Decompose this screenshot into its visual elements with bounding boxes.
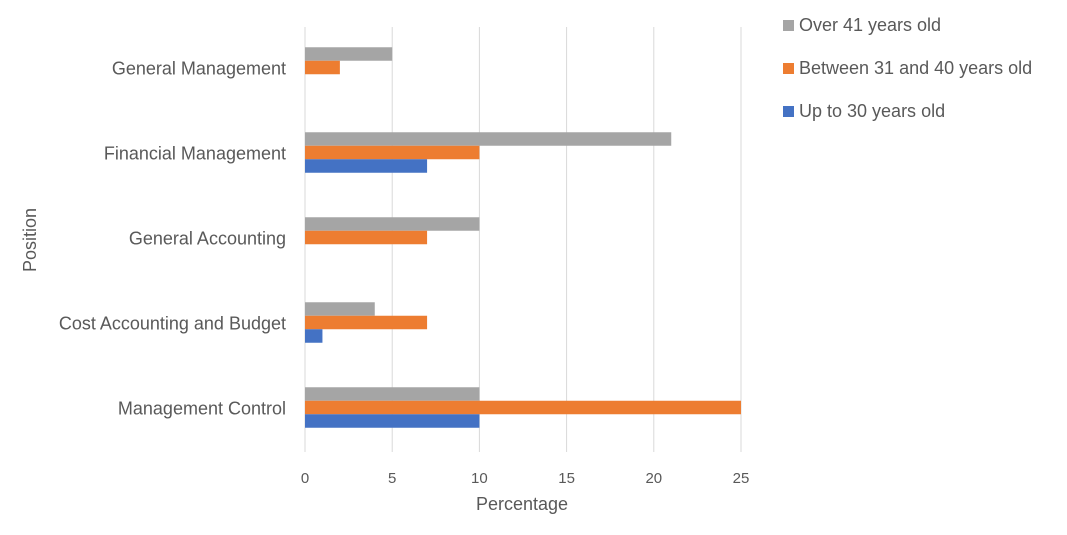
legend: Over 41 years old Between 31 and 40 years… xyxy=(783,15,1032,121)
bar xyxy=(305,302,375,316)
x-tick-label: 15 xyxy=(558,470,575,487)
category-label: General Management xyxy=(112,58,286,78)
bar xyxy=(305,387,480,401)
x-tick-label: 0 xyxy=(301,470,309,487)
bar xyxy=(305,315,428,330)
y-axis-title: Position xyxy=(20,208,40,272)
x-tick-label: 25 xyxy=(733,470,750,487)
gridlines xyxy=(304,27,742,452)
category-label: Cost Accounting and Budget xyxy=(59,313,286,333)
bar xyxy=(305,230,428,245)
bar xyxy=(305,159,428,173)
category-labels: General Management Financial Management Ge… xyxy=(59,58,286,418)
bar xyxy=(305,132,672,146)
x-tick-labels: 0 5 10 15 20 25 xyxy=(301,470,750,487)
bar xyxy=(305,47,393,61)
x-tick-label: 5 xyxy=(388,470,396,487)
x-tick-label: 10 xyxy=(471,470,488,487)
bar xyxy=(305,400,741,415)
category-label: Management Control xyxy=(118,398,286,418)
legend-label: Up to 30 years old xyxy=(799,101,945,121)
bars xyxy=(305,47,741,428)
legend-swatch xyxy=(783,20,794,31)
x-tick-label: 20 xyxy=(645,470,662,487)
legend-label: Between 31 and 40 years old xyxy=(799,58,1032,78)
category-label: General Accounting xyxy=(129,228,286,248)
x-axis-title: Percentage xyxy=(476,494,568,514)
legend-swatch xyxy=(783,106,794,117)
bar xyxy=(305,217,480,231)
bar xyxy=(305,60,340,75)
legend-label: Over 41 years old xyxy=(799,15,941,35)
category-label: Financial Management xyxy=(104,143,286,163)
bar xyxy=(305,145,480,160)
bar xyxy=(305,329,323,343)
legend-swatch xyxy=(783,63,794,74)
bar xyxy=(305,414,480,428)
